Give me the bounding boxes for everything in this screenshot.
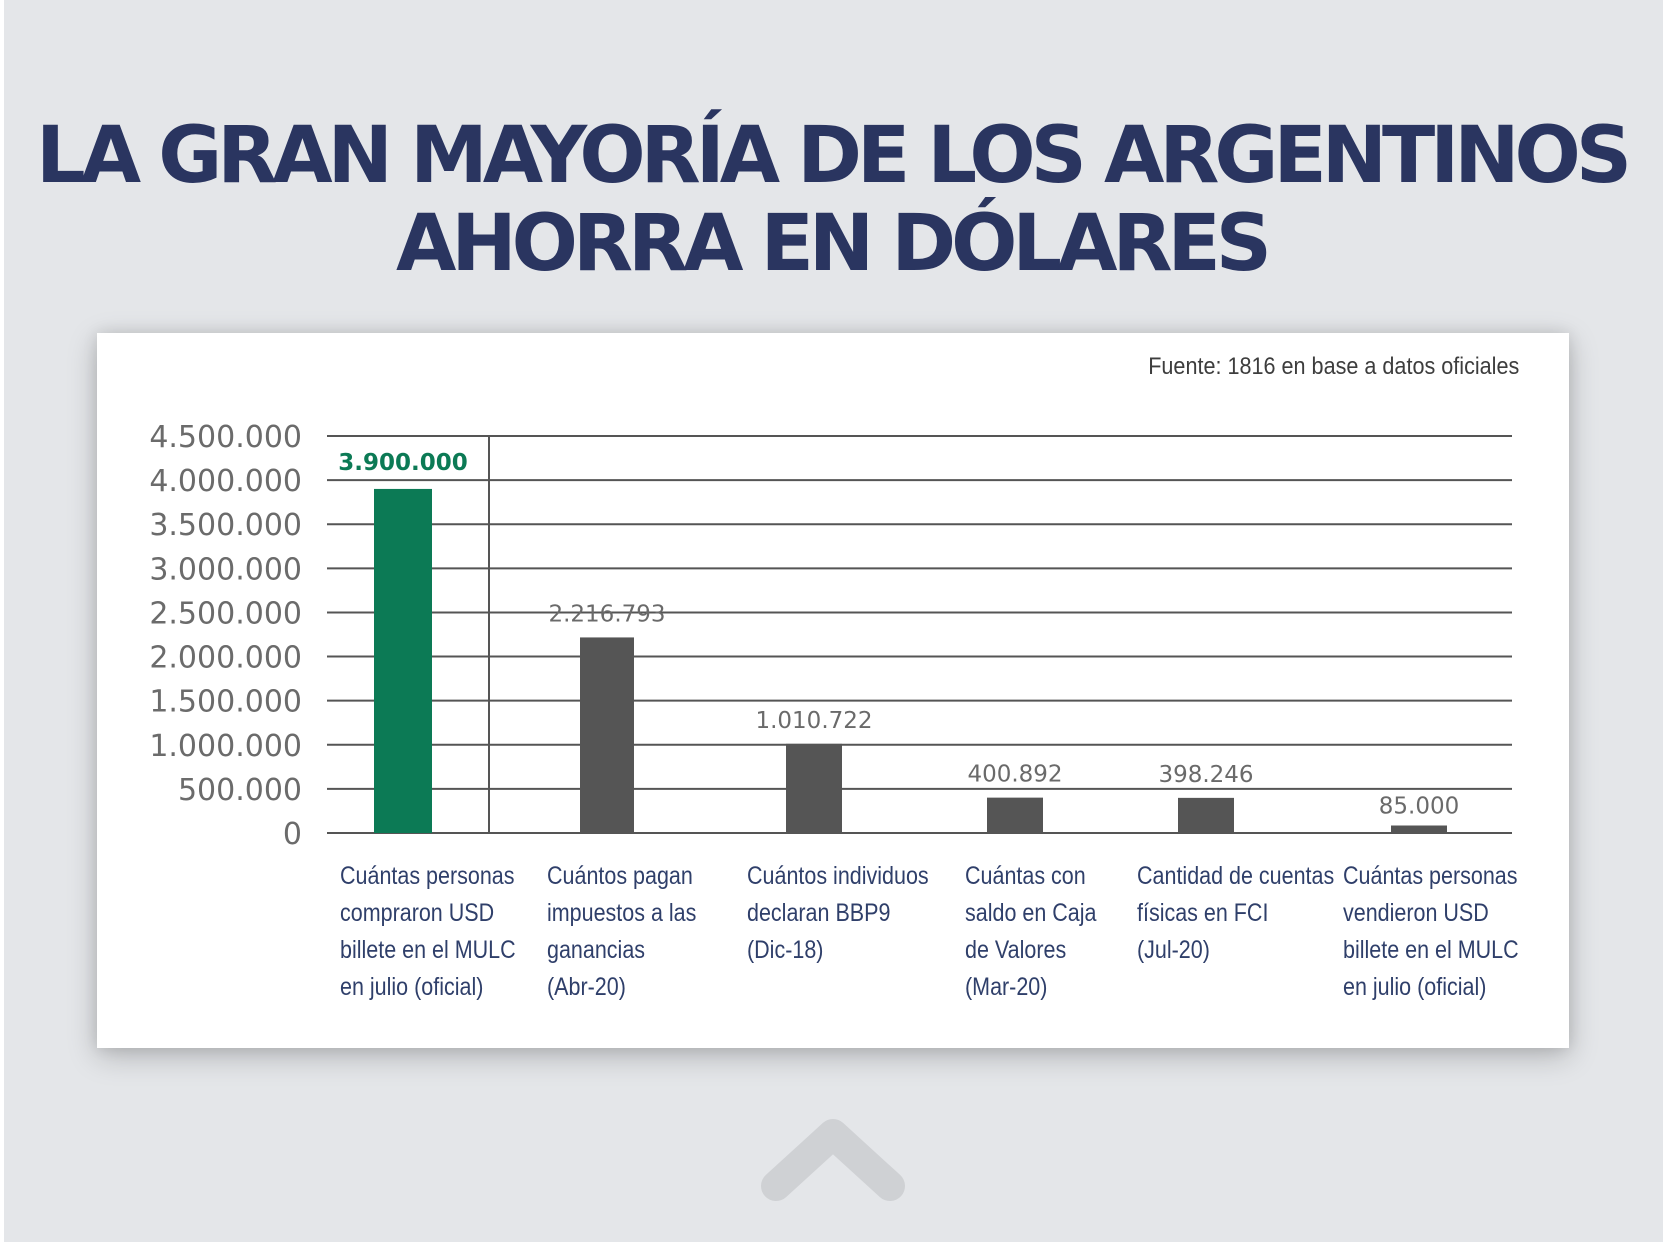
title-line-2: AHORRA EN DÓLARES <box>396 199 1272 289</box>
category-label-line: Cuántas con <box>965 862 1086 890</box>
y-tick-label: 1.000.000 <box>149 729 302 764</box>
category-label-line: (Mar-20) <box>965 973 1048 1001</box>
data-label: 400.892 <box>967 762 1062 788</box>
category-label-line: físicas en FCI <box>1137 899 1269 927</box>
category-label-line: Cuántos individuos <box>747 862 929 890</box>
bar-highlight <box>374 488 432 833</box>
title-line-1: LA GRAN MAYORÍA DE LOS ARGENTINOS <box>36 111 1632 201</box>
category-label: Cantidad de cuentas físicas en FCI (Jul-20… <box>1137 858 1334 969</box>
category-label-line: compraron USD <box>340 899 495 927</box>
page-title: LA GRAN MAYORÍA DE LOS ARGENTINOS AHORRA… <box>0 112 1663 288</box>
category-label-line: (Dic-18) <box>747 936 824 964</box>
y-tick-label: 500.000 <box>178 773 302 808</box>
bar <box>987 797 1043 833</box>
category-label-line: Cuántas personas <box>340 862 515 890</box>
category-label: Cuántas personas vendieron USD billete en … <box>1343 858 1519 1006</box>
category-label-line: Cuántos pagan <box>547 862 693 890</box>
category-label: Cuántas personas compraron USD billete en … <box>340 858 516 1006</box>
data-label: 398.246 <box>1158 762 1253 788</box>
y-tick-label: 3.000.000 <box>149 552 302 587</box>
frame-edge <box>0 0 4 1242</box>
data-label: 3.900.000 <box>338 450 468 476</box>
bar <box>1178 797 1234 833</box>
data-label: 1.010.722 <box>755 708 872 734</box>
category-label: Cuántas con saldo en Caja de Valores (Mar-2… <box>965 858 1096 1006</box>
y-tick-label: 2.500.000 <box>149 596 302 631</box>
category-label-line: declaran BBP9 <box>747 899 891 927</box>
y-tick-label: 4.000.000 <box>149 464 302 499</box>
category-label-line: en julio (oficial) <box>340 973 484 1001</box>
category-label-line: billete en el MULC <box>340 936 516 964</box>
category-label-line: saldo en Caja <box>965 899 1097 927</box>
y-tick-label: 0 <box>283 817 302 852</box>
y-tick-label: 4.500.000 <box>149 420 302 455</box>
category-label-line: (Jul-20) <box>1137 936 1210 964</box>
y-tick-label: 2.000.000 <box>149 641 302 676</box>
source-note: Fuente: 1816 en base a datos oficiales <box>1147 353 1519 380</box>
bar <box>1391 825 1447 833</box>
category-label-line: ganancias <box>547 936 646 964</box>
category-label-line: billete en el MULC <box>1343 936 1519 964</box>
chart-card: Fuente: 1816 en base a datos oficiales 0… <box>97 333 1569 1048</box>
chevron-up-icon[interactable] <box>758 1110 908 1206</box>
data-label: 85.000 <box>1379 794 1459 820</box>
bar-chart: 0 500.000 1.000.000 1.500.000 2.000.000 2.500… <box>149 420 1512 852</box>
category-label-line: Cantidad de cuentas <box>1137 862 1335 890</box>
bar <box>580 637 634 833</box>
category-label-line: impuestos a las <box>547 899 697 927</box>
category-label: Cuántos pagan impuestos a las ganancias (Ab… <box>547 858 696 1006</box>
category-label-line: Cuántas personas <box>1343 862 1518 890</box>
category-label-line: de Valores <box>965 936 1067 964</box>
data-label: 2.216.793 <box>548 601 665 627</box>
bar <box>786 743 842 833</box>
category-label: Cuántos individuos declaran BBP9 (Dic-18) <box>747 858 929 969</box>
category-label-line: vendieron USD <box>1343 899 1489 927</box>
category-label-line: en julio (oficial) <box>1343 973 1487 1001</box>
y-tick-label: 3.500.000 <box>149 508 302 543</box>
category-label-line: (Abr-20) <box>547 973 626 1001</box>
y-tick-label: 1.500.000 <box>149 685 302 720</box>
